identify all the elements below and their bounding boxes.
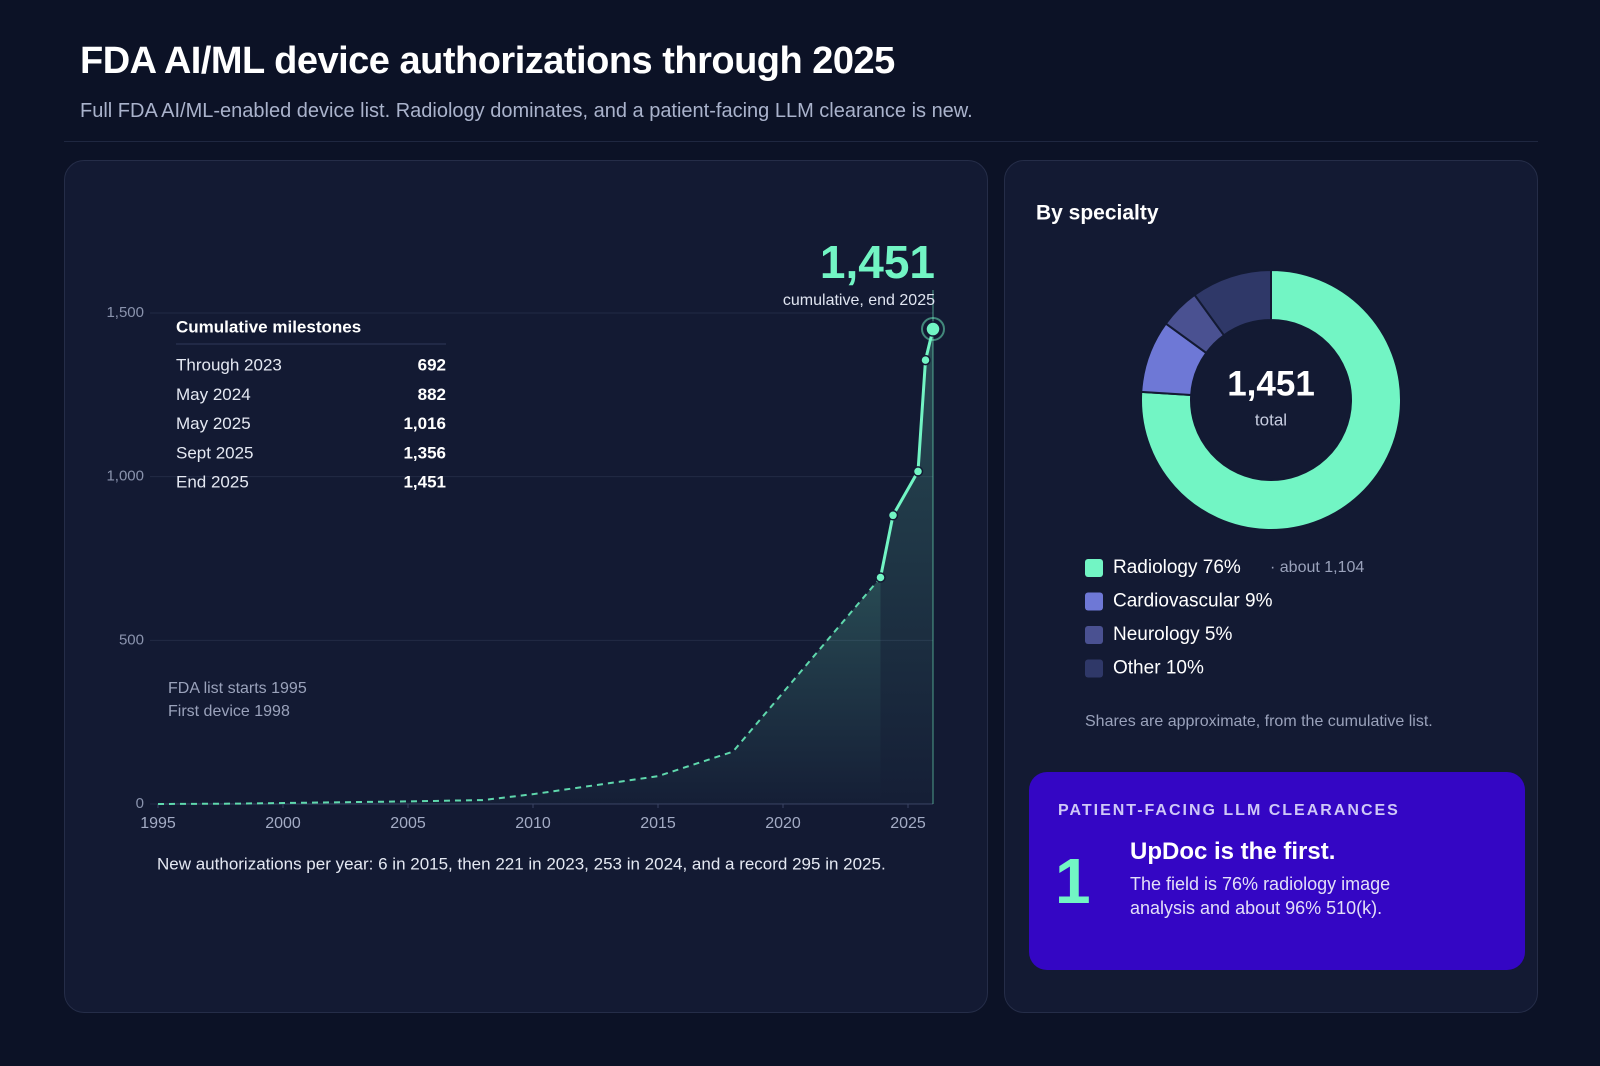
milestone-value: 1,451	[403, 473, 446, 492]
legend-label: Other 10%	[1113, 658, 1204, 679]
legend-name: Other	[1113, 658, 1161, 679]
highlight-value: 1,451	[820, 236, 935, 288]
milestone-value: 1,016	[403, 414, 446, 433]
milestone-label: End 2025	[176, 473, 249, 492]
milestone-label: May 2025	[176, 414, 251, 433]
x-tick-label: 2010	[515, 815, 551, 832]
legend-value: 5%	[1205, 624, 1233, 645]
footnote: New authorizations per year: 6 in 2015, …	[157, 854, 886, 873]
legend-annotation: · about 1,104	[1270, 559, 1364, 576]
milestone-value: 1,356	[403, 443, 446, 462]
annotation: FDA list starts 1995	[168, 680, 307, 697]
page-subtitle: Full FDA AI/ML-enabled device list. Radi…	[80, 100, 973, 122]
y-tick-label: 500	[119, 631, 144, 648]
x-tick-label: 2000	[265, 815, 301, 832]
legend-name: Radiology	[1113, 557, 1198, 578]
x-tick-label: 2020	[765, 815, 801, 832]
point	[920, 354, 931, 366]
pie-footnote: Shares are approximate, from the cumulat…	[1085, 713, 1433, 730]
callout-headline: UpDoc is the first.	[1130, 838, 1336, 865]
x-tick-label: 2015	[640, 815, 676, 832]
callout-body: The field is 76% radiology image analysi…	[1130, 874, 1391, 918]
highlight-ring	[921, 317, 945, 342]
milestone-label: May 2024	[176, 385, 251, 404]
legend-label: Radiology 76%	[1113, 557, 1241, 578]
pie-slice	[1193, 268, 1272, 337]
y-tick-label: 0	[136, 795, 144, 812]
legend-label: Cardiovascular 9%	[1113, 591, 1273, 612]
legend-swatch	[1085, 626, 1103, 644]
milestone-value: 692	[418, 355, 446, 374]
center-value: 1,451	[1227, 364, 1315, 403]
pie-slice	[1140, 268, 1402, 531]
legend-label: Neurology 5%	[1113, 624, 1232, 645]
x-tick-label: 2025	[890, 815, 926, 832]
pie-title: By specialty	[1036, 202, 1159, 225]
point	[912, 466, 924, 477]
y-tick-label: 1,500	[106, 304, 144, 321]
line	[157, 576, 882, 805]
legend-value: 9%	[1245, 591, 1273, 612]
area	[880, 329, 933, 804]
legend-swatch	[1085, 659, 1103, 678]
callout-number: 1	[1055, 845, 1091, 917]
point	[925, 321, 941, 337]
milestone-value: 882	[418, 385, 446, 404]
area	[158, 577, 881, 804]
legend-name: Neurology	[1113, 624, 1200, 645]
x-tick-label: 1995	[140, 815, 176, 832]
highlight-caption: cumulative, end 2025	[783, 292, 935, 309]
milestone-label: Sept 2025	[176, 443, 254, 462]
point	[887, 510, 899, 521]
center-caption: total	[1255, 410, 1287, 429]
milestones-title: Cumulative milestones	[176, 317, 361, 336]
annotation: First device 1998	[168, 703, 290, 720]
y-tick-label: 1,000	[106, 468, 144, 485]
callout-label: PATIENT-FACING LLM CLEARANCES	[1058, 802, 1400, 819]
milestone-label: Through 2023	[176, 355, 282, 374]
x-tick-label: 2005	[390, 815, 426, 832]
legend-value: 10%	[1166, 658, 1204, 679]
line-card	[64, 160, 988, 1013]
legend-swatch	[1085, 559, 1103, 577]
point	[875, 572, 886, 583]
legend-value: 76%	[1203, 557, 1241, 578]
page-title: FDA AI/ML device authorizations through …	[80, 40, 895, 82]
legend-swatch	[1085, 592, 1103, 611]
divider	[64, 141, 1538, 142]
legend-name: Cardiovascular	[1113, 591, 1240, 612]
callout: PATIENT-FACING LLM CLEARANCES 1 UpDoc is…	[1029, 772, 1525, 970]
